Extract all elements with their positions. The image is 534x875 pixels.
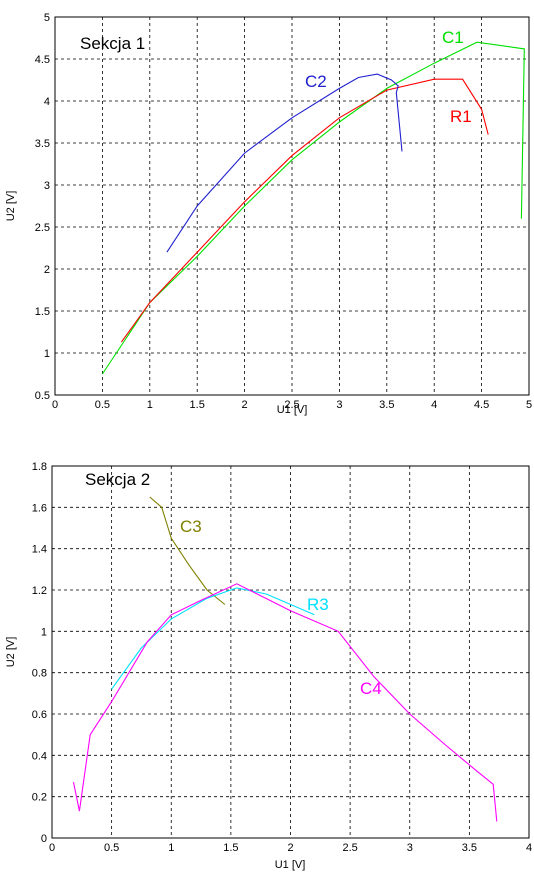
x-tick-label: 0.5: [104, 842, 119, 854]
y-tick-label: 1.6: [32, 502, 47, 514]
series-label-c1: C1: [442, 28, 464, 47]
series-line-c3: [149, 496, 226, 605]
y-tick-label: 3.5: [35, 138, 50, 150]
x-axis-label-2: U1 [V]: [275, 859, 306, 871]
x-tick-label: 2: [287, 842, 293, 854]
chart-title-1: Sekcja 1: [80, 34, 145, 53]
x-tick-label: 4: [431, 399, 437, 411]
y-tick-label: 0.5: [35, 390, 50, 402]
series-group-1: [101, 41, 525, 375]
series-line-r1: [120, 78, 489, 343]
x-tick-label: 2: [242, 399, 248, 411]
x-tick-label: 1.5: [223, 842, 238, 854]
y-tick-label: 1.4: [32, 544, 47, 556]
x-tick-label: 5: [526, 399, 532, 411]
x-tick-label: 3: [407, 842, 413, 854]
y-tick-label: 0.4: [32, 750, 47, 762]
series-label-c3: C3: [180, 517, 202, 536]
y-ticks-1: 0.5 1 1.5 2 2.5 3 3.5 4 4.5 5: [35, 12, 50, 402]
x-tick-label: 2.5: [284, 399, 299, 411]
y-tick-label: 3: [44, 180, 50, 192]
y-axis-label-2: U2 [V]: [5, 637, 17, 668]
y-tick-label: 0.8: [32, 668, 47, 680]
x-tick-label: 4: [526, 842, 532, 854]
x-tick-label: 2.5: [342, 842, 357, 854]
x-tick-label: 0: [49, 842, 55, 854]
y-tick-label: 2: [44, 264, 50, 276]
grid-1: [55, 17, 529, 395]
y-axis-label-1: U2 [V]: [5, 191, 17, 222]
y-tick-label: 5: [44, 12, 50, 24]
x-ticks-2: 0 0.5 1 1.5 2 2.5 3 3.5 4: [49, 842, 532, 854]
x-tick-label: 3.5: [379, 399, 394, 411]
x-tick-label: 3: [336, 399, 342, 411]
y-tick-label: 0: [41, 833, 47, 845]
y-tick-label: 1: [41, 626, 47, 638]
x-tick-label: 3.5: [462, 842, 477, 854]
series-label-c4: C4: [360, 679, 382, 698]
y-tick-label: 1.5: [35, 306, 50, 318]
series-label-r3: R3: [307, 595, 329, 614]
series-label-r1: R1: [450, 107, 472, 126]
series-line-c2: [166, 73, 403, 253]
x-tick-label: 1: [168, 842, 174, 854]
series-line-c1: [101, 41, 525, 375]
y-tick-label: 0.2: [32, 792, 47, 804]
y-tick-label: 0.6: [32, 709, 47, 721]
series-line-r3: [111, 587, 315, 690]
y-tick-label: 4.5: [35, 54, 50, 66]
series-group-2: [72, 496, 498, 822]
x-ticks-1: 0 0.5 1 1.5 2 2.5 3 3.5 4 4.5 5: [52, 399, 532, 411]
x-tick-label: 1: [147, 399, 153, 411]
x-tick-label: 0.5: [95, 399, 110, 411]
x-tick-label: 4.5: [474, 399, 489, 411]
chart-sekcja-2: 0 0.5 1 1.5 2 2.5 3 3.5 4 0 0.2 0.4 0.6 0.8 1 1.2 1.4 1.…: [5, 461, 532, 871]
y-tick-label: 4: [44, 96, 50, 108]
y-tick-label: 1: [44, 348, 50, 360]
chart-sekcja-1: 0 0.5 1 1.5 2 2.5 3 3.5 4 4.5 5 0.511.522.533.544.…: [5, 12, 532, 416]
series-line-c4: [72, 583, 498, 822]
y-ticks-2: 0 0.2 0.4 0.6 0.8 1 1.2 1.4 1.6 1.8: [32, 461, 47, 845]
x-tick-label: 0: [52, 399, 58, 411]
chart-title-2: Sekcja 2: [85, 470, 150, 489]
x-axis-label-1: U1 [V]: [277, 404, 308, 416]
x-tick-label: 1.5: [190, 399, 205, 411]
y-tick-label: 1.8: [32, 461, 47, 473]
y-tick-label: 1.2: [32, 585, 47, 597]
y-tick-label: 2.5: [35, 222, 50, 234]
series-label-c2: C2: [305, 72, 327, 91]
grid-2: [52, 466, 529, 838]
